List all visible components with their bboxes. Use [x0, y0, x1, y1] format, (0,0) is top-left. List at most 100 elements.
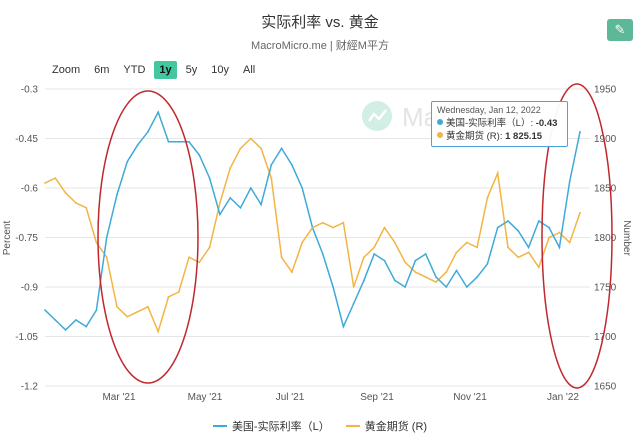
data-point-real-rate: [527, 246, 530, 249]
watermark: Ma: [362, 101, 439, 132]
legend: 美国-实际利率（L） 黄金期货 (R): [0, 418, 640, 434]
data-point-real-rate: [85, 325, 88, 328]
data-point-real-rate: [208, 177, 211, 180]
range-button-1y[interactable]: 1y: [154, 61, 177, 79]
data-point-real-rate: [126, 160, 129, 163]
data-point-real-rate: [342, 325, 345, 328]
legend-swatch: [212, 425, 227, 427]
data-point-real-rate: [465, 286, 468, 288]
data-point-gold: [527, 251, 530, 254]
data-point-real-rate: [167, 140, 170, 143]
range-button-10y[interactable]: 10y: [211, 64, 230, 76]
data-point-real-rate: [445, 286, 448, 288]
data-point-real-rate: [424, 253, 427, 255]
data-point-gold: [517, 256, 520, 259]
tooltip-label: 美国-实际利率（L）: [446, 118, 531, 129]
data-point-gold: [568, 241, 571, 244]
data-point-real-rate: [229, 197, 232, 199]
data-point-real-rate: [74, 319, 77, 321]
data-point-real-rate: [496, 226, 499, 229]
tooltip: Wednesday, Jan 12, 2022 美国-实际利率（L）: -0.4…: [431, 101, 568, 147]
series-dot-icon: [437, 132, 443, 138]
tooltip-row-gold: 黄金期货 (R): 1 825.15: [437, 130, 562, 143]
left-tick-label: -0.45: [15, 134, 38, 145]
data-point-gold: [352, 286, 355, 288]
edit-button[interactable]: ✎: [607, 19, 633, 41]
data-point-real-rate: [177, 140, 180, 143]
data-point-gold: [85, 206, 88, 209]
data-point-real-rate: [363, 279, 365, 282]
data-point-real-rate: [270, 164, 273, 166]
left-axis: -0.3 -0.45 -0.6 -0.75 -0.9 -1.05 -1.2: [15, 85, 38, 393]
data-point-real-rate: [44, 309, 46, 311]
data-point-gold: [301, 241, 304, 244]
data-point-gold: [445, 271, 448, 274]
data-point-real-rate: [414, 259, 417, 262]
data-point-real-rate: [548, 226, 551, 229]
data-point-gold: [537, 266, 540, 269]
x-tick-label: Jul '21: [276, 392, 305, 403]
left-tick-label: -0.75: [15, 233, 38, 244]
range-button-5y[interactable]: 5y: [185, 64, 198, 76]
data-point-real-rate: [260, 203, 262, 206]
data-point-gold: [219, 201, 221, 204]
data-point-gold: [74, 201, 77, 204]
watermark-trend-icon: [367, 109, 387, 122]
data-point-real-rate: [332, 286, 334, 288]
data-point-gold: [558, 231, 561, 234]
data-point-gold: [157, 330, 160, 333]
tooltip-value: -0.43: [535, 118, 558, 129]
data-point-real-rate: [537, 220, 540, 222]
range-selector: Zoom 6m YTD 1y 5y 10y All: [50, 61, 264, 79]
data-point-real-rate: [404, 286, 406, 288]
right-tick-label: 1850: [594, 184, 617, 195]
x-tick-label: Nov '21: [453, 392, 487, 403]
data-point-gold: [486, 197, 489, 199]
data-point-gold: [64, 192, 67, 194]
data-point-gold: [435, 281, 437, 283]
right-tick-label: 1700: [594, 332, 617, 343]
tooltip-date: Wednesday, Jan 12, 2022: [437, 105, 541, 115]
data-point-gold: [44, 182, 46, 184]
range-button-ytd[interactable]: YTD: [123, 64, 146, 76]
range-button-6m[interactable]: 6m: [94, 64, 110, 76]
right-tick-label: 1800: [594, 233, 617, 244]
data-point-gold: [260, 147, 262, 150]
data-point-gold: [229, 167, 232, 170]
data-point-gold: [116, 305, 118, 308]
data-point-real-rate: [219, 213, 221, 216]
data-point-real-rate: [116, 193, 118, 196]
data-point-real-rate: [301, 187, 304, 189]
data-point-real-rate: [54, 319, 57, 321]
right-axis: 1950 1900 1850 1800 1750 1700 1650: [594, 85, 617, 393]
right-tick-label: 1900: [594, 134, 617, 145]
data-point-gold: [311, 226, 314, 229]
data-point-real-rate: [373, 253, 376, 255]
data-point-gold: [291, 271, 293, 274]
data-point-gold: [476, 246, 479, 249]
left-tick-label: -0.3: [21, 85, 39, 96]
data-point-gold: [424, 276, 427, 278]
data-point-gold: [373, 246, 376, 249]
x-tick-label: May '21: [188, 392, 223, 403]
legend-label: 黄金期货 (R): [364, 421, 428, 433]
data-point-real-rate: [517, 230, 520, 232]
left-tick-label: -1.2: [21, 382, 39, 393]
series-points: [44, 111, 581, 333]
data-point-gold: [270, 177, 273, 180]
data-point-gold: [95, 241, 98, 244]
data-point-gold: [136, 310, 139, 313]
data-point-real-rate: [476, 276, 479, 278]
right-tick-label: 1750: [594, 283, 617, 294]
x-tick-label: Mar '21: [102, 392, 135, 403]
data-point-gold: [548, 236, 551, 239]
data-point-real-rate: [579, 131, 581, 133]
data-point-real-rate: [393, 279, 396, 282]
range-button-all[interactable]: All: [243, 64, 256, 76]
chart-title: 实际利率 vs. 黄金: [261, 14, 379, 31]
data-point-gold: [54, 177, 57, 180]
legend-item-gold[interactable]: 黄金期货 (R): [345, 418, 428, 434]
data-point-real-rate: [188, 140, 190, 143]
legend-item-real-rate[interactable]: 美国-实际利率（L）: [212, 418, 330, 434]
